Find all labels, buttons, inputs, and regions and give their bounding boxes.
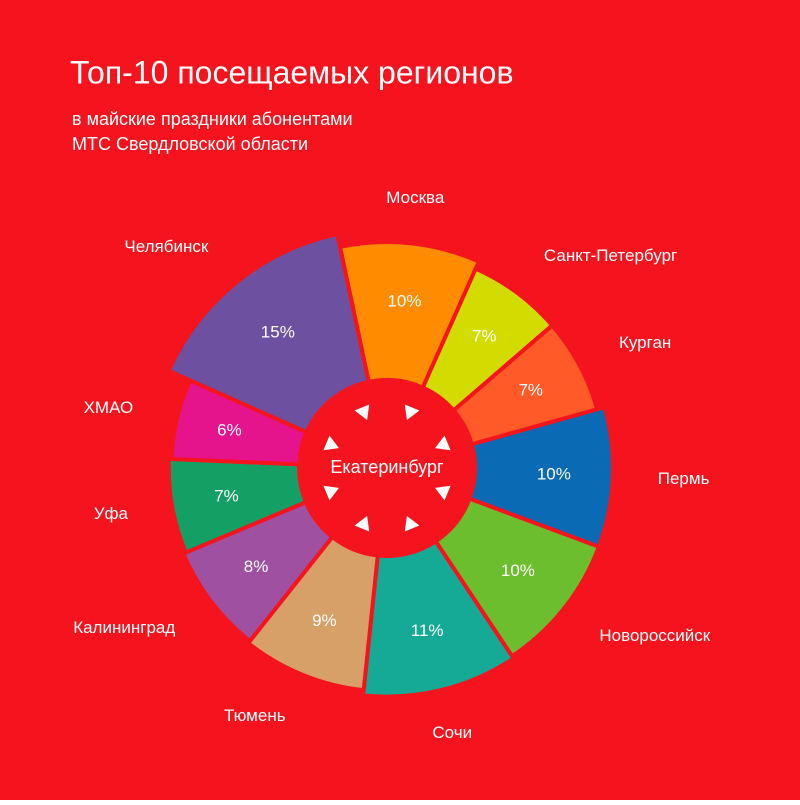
segment	[166, 231, 372, 435]
value-label: 10%	[537, 464, 571, 483]
decor-triangle	[435, 485, 451, 501]
category-label: Сочи	[432, 723, 472, 742]
subtitle: МТС Свердловской области	[72, 134, 308, 154]
value-label: 10%	[501, 561, 535, 580]
segment	[337, 240, 482, 391]
category-label: Новороссийск	[599, 626, 710, 645]
category-label: Пермь	[658, 469, 710, 488]
value-label: 8%	[244, 557, 269, 576]
value-label: 9%	[312, 611, 337, 630]
category-label: Тюмень	[224, 706, 286, 725]
decor-triangle	[404, 404, 420, 420]
category-label: Челябинск	[124, 237, 208, 256]
value-label: 7%	[472, 327, 497, 346]
segment	[360, 538, 517, 699]
center-circle	[303, 384, 471, 552]
category-label: ХМАО	[84, 398, 134, 417]
category-label: Калининград	[73, 618, 175, 637]
category-label: Курган	[619, 333, 671, 352]
decor-triangle	[404, 516, 420, 532]
chart-title: Топ-10 посещаемых регионов	[70, 54, 513, 90]
center-label: Екатеринбург	[330, 457, 444, 477]
decor-triangle	[354, 404, 370, 420]
value-label: 6%	[217, 421, 242, 440]
category-label: Уфа	[94, 504, 129, 523]
value-label: 7%	[518, 380, 543, 399]
decor-triangle	[323, 435, 339, 451]
value-label: 11%	[411, 621, 444, 640]
segment	[245, 534, 380, 693]
decor-triangle	[323, 485, 339, 501]
subtitle: в майские праздники абонентами	[72, 109, 353, 129]
category-label: Санкт-Петербург	[544, 246, 677, 265]
decor-triangle	[354, 516, 370, 532]
category-label: Москва	[386, 188, 445, 207]
segment	[166, 456, 309, 556]
segment	[180, 499, 336, 644]
value-label: 10%	[387, 291, 421, 310]
value-label: 7%	[214, 486, 239, 505]
decor-triangle	[435, 435, 451, 451]
value-label: 15%	[261, 323, 295, 342]
